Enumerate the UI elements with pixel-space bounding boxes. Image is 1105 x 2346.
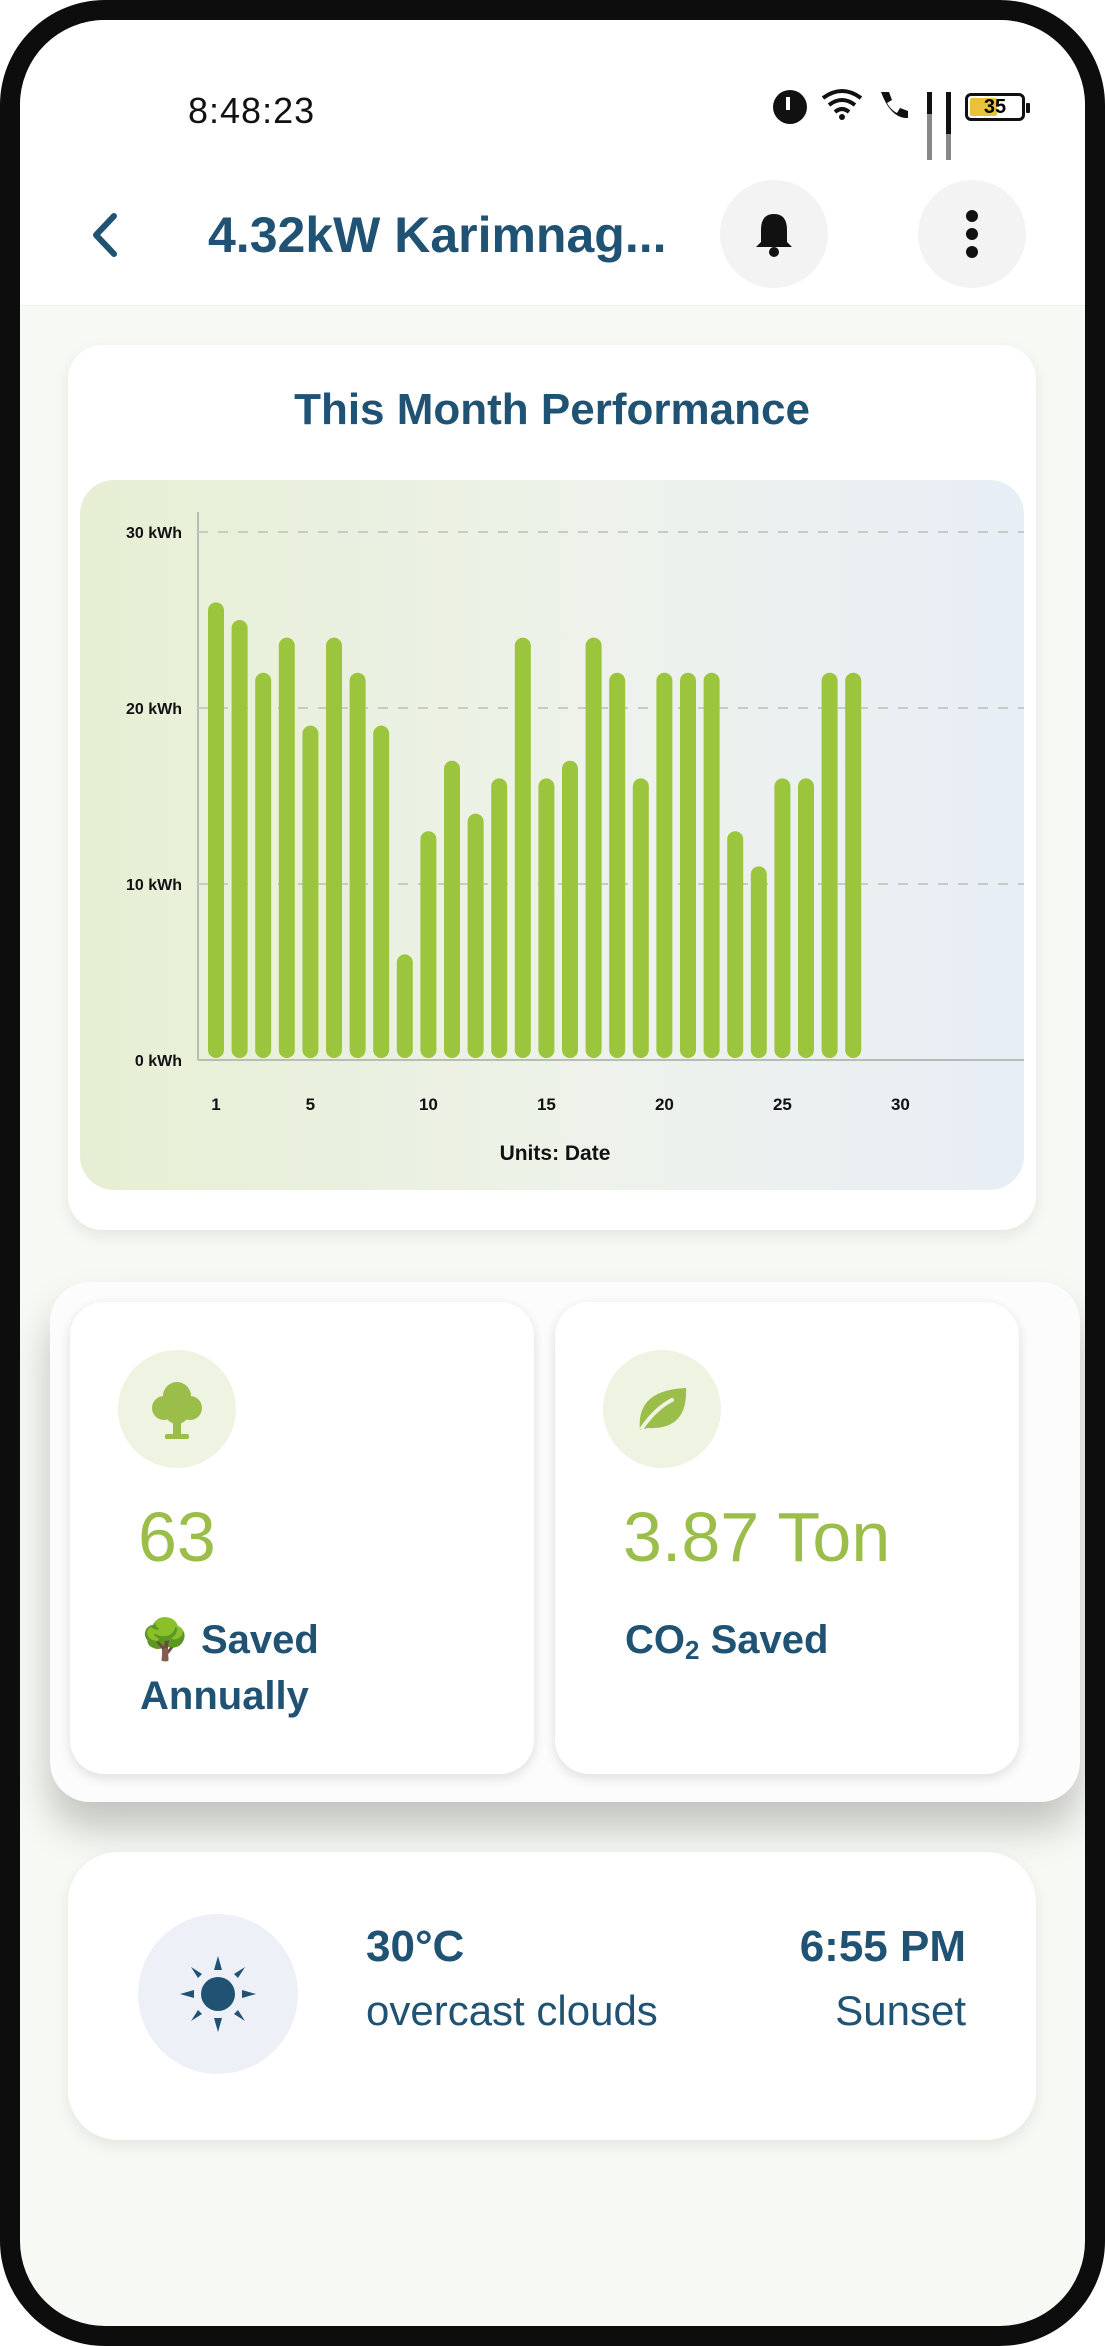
- tree-emoji: 🌳: [140, 1618, 190, 1662]
- chart-bar: [444, 760, 460, 1058]
- tree-icon: [152, 1382, 202, 1439]
- chart-bar: [774, 778, 791, 1058]
- chart-bar: [703, 672, 720, 1058]
- y-tick-label: 30 kWh: [126, 525, 182, 542]
- trees-saved-text: Saved: [200, 1618, 319, 1662]
- y-tick-label: 20 kWh: [126, 701, 182, 718]
- status-icons: 35: [773, 88, 1030, 160]
- status-bar: 8:48:23 35: [20, 20, 1085, 170]
- alarm-icon: [773, 89, 807, 124]
- trees-saved-value: 63: [138, 1498, 216, 1576]
- x-tick-label: 5: [306, 1095, 315, 1114]
- x-tick-label: 30: [891, 1095, 910, 1114]
- sun-icon: [180, 1956, 256, 2032]
- temperature: 30°C: [366, 1922, 465, 1971]
- tree-icon-badge: [118, 1350, 236, 1468]
- x-tick-label: 1: [211, 1095, 220, 1114]
- chart-bar: [467, 813, 484, 1058]
- chart-bar: [326, 637, 342, 1058]
- more-vertical-icon: [966, 210, 978, 258]
- x-tick-label: 25: [773, 1095, 792, 1114]
- wifi-icon: [821, 88, 863, 125]
- chart-bar: [632, 778, 649, 1058]
- chart-bar: [750, 866, 767, 1058]
- chart-bar: [231, 620, 248, 1058]
- co2-saved-value: 3.87 Ton: [623, 1498, 891, 1576]
- performance-chart: 0 kWh 10 kWh 20 kWh 30 kWh 1 5 10 15 20 25 30 Units…: [80, 480, 1024, 1190]
- sunset-time: 6:55 PM: [799, 1922, 966, 1971]
- trees-saved-period: Annually: [140, 1674, 309, 1718]
- co2-saved-label: CO2 Saved: [625, 1612, 985, 1678]
- co2-saved-card: 3.87 Ton CO2 Saved: [555, 1302, 1019, 1774]
- co2-label-suffix: Saved: [699, 1618, 829, 1662]
- y-tick-label: 0 kWh: [135, 1053, 182, 1070]
- status-time: 8:48:23: [188, 90, 316, 131]
- performance-title: This Month Performance: [294, 385, 810, 434]
- chart-bar: [208, 602, 224, 1058]
- x-tick-label: 15: [537, 1095, 556, 1114]
- trees-saved-label: 🌳 Saved Annually: [140, 1612, 500, 1724]
- chart-bar: [656, 672, 673, 1058]
- performance-card: This Month Performance 0 kWh 10 kWh 20 kWh…: [68, 345, 1036, 1230]
- sunset-label: Sunset: [835, 1987, 966, 2034]
- chart-bar: [349, 672, 366, 1058]
- call-icon: [877, 88, 913, 125]
- bell-icon: [756, 214, 792, 257]
- more-options-button[interactable]: [918, 180, 1026, 288]
- chart-bar: [396, 954, 413, 1058]
- co2-label-subscript: 2: [685, 1635, 700, 1665]
- x-tick-label: 10: [419, 1095, 438, 1114]
- weather-condition: overcast clouds: [366, 1987, 658, 2034]
- chart-bar: [491, 778, 508, 1058]
- chart-bar: [373, 725, 390, 1058]
- page-title: 4.32kW Karimnag...: [208, 207, 667, 263]
- stats-panel: 63 🌳 Saved Annually 3.87 Ton CO2 Saved: [50, 1282, 1080, 1802]
- chart-bar: [562, 760, 578, 1058]
- chevron-left-icon: [93, 213, 117, 257]
- chart-bar: [727, 831, 744, 1058]
- chart-bar: [585, 637, 602, 1058]
- sun-icon-badge: [138, 1914, 298, 2074]
- y-tick-label: 10 kWh: [126, 877, 182, 894]
- trees-saved-card: 63 🌳 Saved Annually: [70, 1302, 534, 1774]
- signal-1-icon: [927, 91, 932, 160]
- x-tick-label: 20: [655, 1095, 674, 1114]
- chart-bar: [278, 637, 295, 1058]
- battery-level: 35: [983, 95, 1007, 118]
- chart-bar: [420, 831, 437, 1058]
- chart-bar: [609, 672, 626, 1058]
- chart-bar: [821, 672, 838, 1058]
- chart-bar: [514, 637, 531, 1058]
- chart-bar: [680, 672, 696, 1058]
- leaf-icon: [639, 1388, 687, 1430]
- chart-bar: [538, 778, 555, 1058]
- x-axis-label: Units: Date: [500, 1142, 611, 1165]
- chart-bar: [845, 672, 862, 1058]
- battery-icon: 35: [965, 92, 1030, 121]
- co2-label-prefix: CO: [625, 1618, 685, 1662]
- chart-bar: [798, 778, 814, 1058]
- leaf-icon-badge: [603, 1350, 721, 1468]
- back-button[interactable]: [82, 210, 132, 260]
- signal-2-icon: [946, 91, 951, 160]
- chart-bar: [302, 725, 319, 1058]
- chart-bar: [255, 672, 272, 1058]
- app-header: 4.32kW Karimnag...: [20, 170, 1085, 306]
- notifications-button[interactable]: [720, 180, 828, 288]
- weather-card: 30°C overcast clouds 6:55 PM Sunset: [68, 1852, 1036, 2140]
